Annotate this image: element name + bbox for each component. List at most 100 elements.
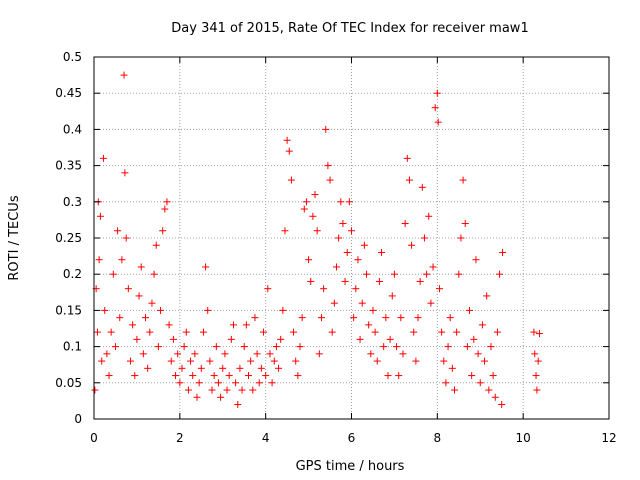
data-point bbox=[197, 364, 205, 372]
data-point bbox=[111, 343, 119, 351]
data-point bbox=[234, 401, 242, 409]
data-point bbox=[434, 118, 442, 126]
data-point bbox=[159, 227, 167, 235]
data-point bbox=[535, 330, 543, 338]
data-point bbox=[483, 292, 491, 300]
data-point bbox=[463, 343, 471, 351]
data-point bbox=[371, 328, 379, 336]
data-point bbox=[210, 372, 218, 380]
y-tick-label: 0 bbox=[74, 412, 82, 426]
data-point bbox=[144, 364, 152, 372]
data-point bbox=[360, 241, 368, 249]
grid bbox=[94, 57, 609, 419]
data-point bbox=[423, 270, 431, 278]
data-point bbox=[457, 234, 465, 242]
x-tick-label: 6 bbox=[348, 431, 356, 445]
data-point bbox=[317, 314, 325, 322]
data-point bbox=[296, 343, 304, 351]
data-point bbox=[107, 328, 115, 336]
data-point bbox=[148, 299, 156, 307]
data-point bbox=[208, 386, 216, 394]
data-point bbox=[232, 379, 240, 387]
y-tick-label: 0.15 bbox=[55, 303, 82, 317]
data-point bbox=[466, 306, 474, 314]
data-point bbox=[534, 357, 542, 365]
y-tick-label: 0.35 bbox=[55, 159, 82, 173]
axis-ticks: 0 2 4 6 8 10 12 0 0.05 0.1 0.15 0.2 0.25 0.3 0.35 0.4 0.… bbox=[55, 50, 616, 445]
data-point bbox=[262, 372, 270, 380]
data-point bbox=[126, 357, 134, 365]
data-point bbox=[129, 321, 137, 329]
data-point bbox=[227, 335, 235, 343]
data-point bbox=[418, 183, 426, 191]
data-point bbox=[478, 321, 486, 329]
data-point bbox=[358, 299, 366, 307]
data-point bbox=[176, 379, 184, 387]
data-point bbox=[485, 386, 493, 394]
data-point bbox=[221, 350, 229, 358]
data-point bbox=[214, 379, 222, 387]
data-point bbox=[375, 277, 383, 285]
data-point bbox=[337, 198, 345, 206]
data-point bbox=[96, 212, 104, 220]
data-point bbox=[225, 372, 233, 380]
data-point bbox=[532, 372, 540, 380]
data-point bbox=[305, 256, 313, 264]
data-point bbox=[268, 379, 276, 387]
data-point bbox=[292, 357, 300, 365]
y-tick-label: 0.5 bbox=[63, 50, 82, 64]
data-point bbox=[257, 364, 265, 372]
data-point bbox=[247, 357, 255, 365]
data-point bbox=[499, 248, 507, 256]
data-point bbox=[229, 321, 237, 329]
data-point bbox=[448, 364, 456, 372]
data-point bbox=[498, 401, 506, 409]
data-point bbox=[397, 314, 405, 322]
data-point bbox=[330, 299, 338, 307]
data-point bbox=[249, 386, 257, 394]
data-point bbox=[109, 270, 117, 278]
data-point bbox=[204, 306, 212, 314]
data-point bbox=[446, 314, 454, 322]
data-point bbox=[101, 306, 109, 314]
data-point bbox=[399, 350, 407, 358]
y-tick-label: 0.4 bbox=[63, 122, 82, 136]
data-point bbox=[279, 306, 287, 314]
data-point bbox=[433, 89, 441, 97]
data-point bbox=[384, 372, 392, 380]
data-point bbox=[255, 379, 263, 387]
data-point bbox=[354, 256, 362, 264]
data-point bbox=[369, 306, 377, 314]
data-point bbox=[167, 357, 175, 365]
data-point bbox=[174, 350, 182, 358]
data-point bbox=[425, 212, 433, 220]
data-point bbox=[459, 176, 467, 184]
data-point bbox=[114, 227, 122, 235]
data-point bbox=[390, 270, 398, 278]
data-point bbox=[302, 198, 310, 206]
data-point bbox=[137, 263, 145, 271]
data-point bbox=[116, 314, 124, 322]
data-point bbox=[236, 364, 244, 372]
data-point bbox=[440, 357, 448, 365]
data-point bbox=[412, 357, 420, 365]
data-point bbox=[367, 350, 375, 358]
data-point bbox=[453, 328, 461, 336]
x-tick-label: 10 bbox=[516, 431, 531, 445]
x-axis-label: GPS time / hours bbox=[296, 459, 405, 474]
data-point bbox=[163, 198, 171, 206]
data-point bbox=[298, 314, 306, 322]
data-point bbox=[474, 350, 482, 358]
x-tick-label: 2 bbox=[176, 431, 184, 445]
data-point bbox=[493, 328, 501, 336]
data-point bbox=[496, 270, 504, 278]
data-point bbox=[285, 147, 293, 155]
data-point bbox=[416, 277, 424, 285]
data-point bbox=[161, 205, 169, 213]
data-point bbox=[429, 263, 437, 271]
data-point bbox=[294, 372, 302, 380]
data-point bbox=[476, 379, 484, 387]
data-point bbox=[120, 71, 128, 79]
data-point bbox=[444, 343, 452, 351]
